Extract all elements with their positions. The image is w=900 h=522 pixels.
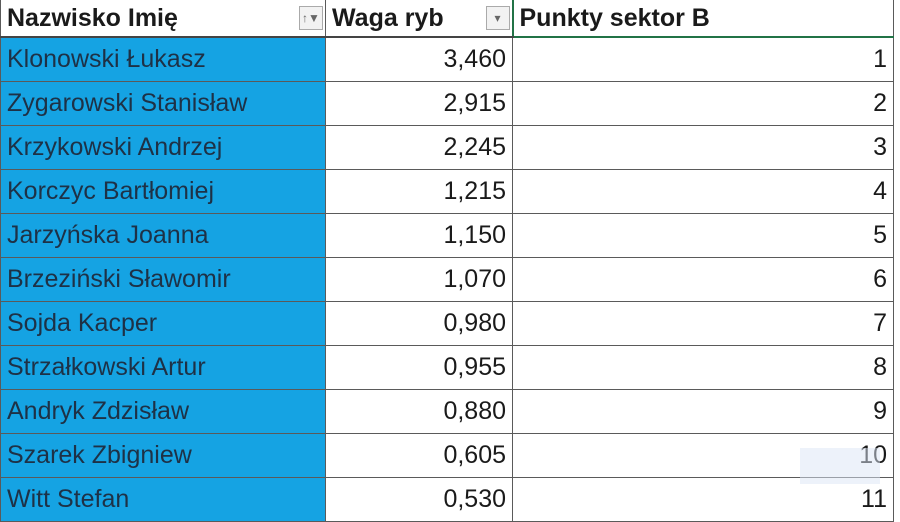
- weight-cell[interactable]: 0,880: [325, 389, 513, 434]
- table-row: Jarzyńska Joanna 1,150 5: [0, 213, 894, 258]
- weight-cell[interactable]: 3,460: [325, 36, 513, 82]
- table-row: Andryk Zdzisław 0,880 9: [0, 389, 894, 434]
- weight-cell[interactable]: 1,070: [325, 257, 513, 302]
- table-row: Brzeziński Sławomir 1,070 6: [0, 257, 894, 302]
- name-cell[interactable]: Andryk Zdzisław: [0, 389, 326, 434]
- table-row: Klonowski Łukasz 3,460 1: [0, 36, 894, 82]
- weight-cell[interactable]: 0,605: [325, 433, 513, 478]
- name-cell[interactable]: Brzeziński Sławomir: [0, 257, 326, 302]
- points-cell[interactable]: 7: [512, 301, 894, 346]
- header-points[interactable]: Punkty sektor B: [511, 0, 894, 38]
- dropdown-arrow-icon[interactable]: ▾: [485, 6, 510, 30]
- weight-cell[interactable]: 2,245: [325, 125, 513, 170]
- name-cell[interactable]: Zygarowski Stanisław: [0, 81, 326, 126]
- name-cell[interactable]: Korczyc Bartłomiej: [0, 169, 326, 214]
- weight-cell[interactable]: 0,980: [325, 301, 513, 346]
- table-row: Krzykowski Andrzej 2,245 3: [0, 125, 894, 170]
- weight-cell[interactable]: 1,215: [325, 169, 513, 214]
- points-cell[interactable]: 4: [512, 169, 894, 214]
- weight-cell[interactable]: 0,955: [325, 345, 513, 390]
- weight-cell[interactable]: 2,915: [325, 81, 513, 126]
- table-row: Strzałkowski Artur 0,955 8: [0, 345, 894, 390]
- points-cell[interactable]: 6: [512, 257, 894, 302]
- points-cell[interactable]: 3: [512, 125, 894, 170]
- points-cell[interactable]: 1: [512, 36, 894, 82]
- points-cell[interactable]: 8: [512, 345, 894, 390]
- table-row: Sojda Kacper 0,980 7: [0, 301, 894, 346]
- header-weight[interactable]: Waga ryb ▾: [325, 0, 513, 38]
- name-cell[interactable]: Sojda Kacper: [0, 301, 326, 346]
- name-cell[interactable]: Krzykowski Andrzej: [0, 125, 326, 170]
- weight-cell[interactable]: 1,150: [325, 213, 513, 258]
- table-row: Korczyc Bartłomiej 1,215 4: [0, 169, 894, 214]
- overlay-artifact: [800, 448, 880, 484]
- header-name[interactable]: Nazwisko Imię ↑▼: [0, 0, 326, 38]
- points-cell[interactable]: 5: [512, 213, 894, 258]
- points-cell[interactable]: 2: [512, 81, 894, 126]
- table-row: Zygarowski Stanisław 2,915 2: [0, 81, 894, 126]
- points-cell[interactable]: 9: [512, 389, 894, 434]
- header-row: Nazwisko Imię ↑▼ Waga ryb ▾ Punkty sektor …: [0, 0, 894, 38]
- name-cell[interactable]: Strzałkowski Artur: [0, 345, 326, 390]
- filter-sort-icon[interactable]: ↑▼: [299, 6, 323, 30]
- name-cell[interactable]: Jarzyńska Joanna: [0, 213, 326, 258]
- name-cell[interactable]: Szarek Zbigniew: [0, 433, 326, 478]
- name-cell[interactable]: Klonowski Łukasz: [0, 36, 326, 82]
